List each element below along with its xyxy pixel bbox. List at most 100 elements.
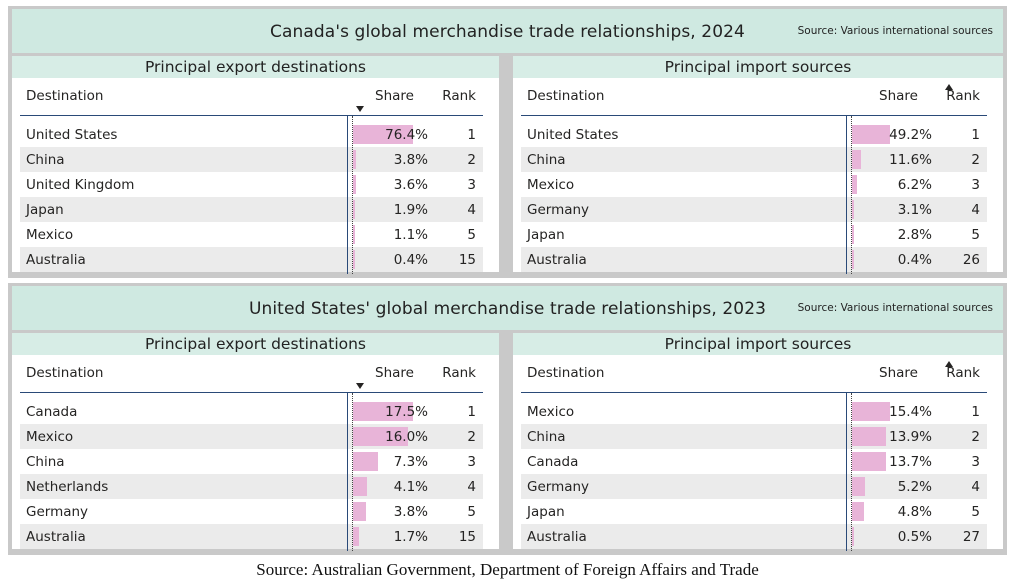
trade-table: Destination Share Rank United States 76.4% 1 C… <box>20 80 483 274</box>
row-rank: 4 <box>971 479 980 495</box>
table-row[interactable]: Mexico 6.2% 3 <box>521 172 987 197</box>
table-row[interactable]: Germany 5.2% 4 <box>521 474 987 499</box>
trade-table: Destination Share Rank United States 49.2% 1 C… <box>521 80 987 274</box>
trade-table: Destination Share Rank Mexico 15.4% 1 China 13.… <box>521 357 987 551</box>
column-header-rank[interactable]: Rank <box>442 365 476 381</box>
row-rank: 3 <box>467 177 476 193</box>
share-bar <box>353 125 413 144</box>
row-destination: Canada <box>26 404 78 420</box>
table-row[interactable]: China 3.8% 2 <box>20 147 483 172</box>
share-bar <box>353 150 356 169</box>
row-share: 13.9% <box>889 429 932 445</box>
export-destinations-card: Principal export destinations Destination… <box>12 56 499 274</box>
sort-descending-icon[interactable] <box>356 106 364 112</box>
row-destination: Canada <box>527 454 579 470</box>
panel-title: Canada's global merchandise trade relati… <box>270 22 745 42</box>
row-rank: 5 <box>971 227 980 243</box>
column-header-destination[interactable]: Destination <box>26 88 104 104</box>
share-bar <box>852 527 854 546</box>
row-share: 1.9% <box>393 202 428 218</box>
panel-title: United States' global merchandise trade … <box>248 299 767 319</box>
row-share: 76.4% <box>385 127 428 143</box>
sort-descending-icon[interactable] <box>356 383 364 389</box>
row-rank: 4 <box>467 202 476 218</box>
column-header-destination[interactable]: Destination <box>26 365 104 381</box>
table-row[interactable]: China 11.6% 2 <box>521 147 987 172</box>
bar-baseline <box>851 393 852 551</box>
row-destination: United Kingdom <box>26 177 135 193</box>
table-row[interactable]: Mexico 16.0% 2 <box>20 424 483 449</box>
sort-ascending-icon[interactable] <box>945 84 953 90</box>
row-destination: United States <box>527 127 619 143</box>
row-rank: 3 <box>467 454 476 470</box>
row-share: 3.6% <box>393 177 428 193</box>
table-row[interactable]: Germany 3.1% 4 <box>521 197 987 222</box>
share-bar <box>852 502 864 521</box>
bar-axis-line <box>846 116 847 274</box>
table-row[interactable]: Australia 0.4% 26 <box>521 247 987 272</box>
row-destination: Australia <box>26 529 86 545</box>
table-row[interactable]: United Kingdom 3.6% 3 <box>20 172 483 197</box>
share-bar <box>353 250 355 269</box>
table-row[interactable]: Japan 2.8% 5 <box>521 222 987 247</box>
table-row[interactable]: Japan 1.9% 4 <box>20 197 483 222</box>
share-bar <box>852 125 890 144</box>
column-header-destination[interactable]: Destination <box>527 88 605 104</box>
row-rank: 4 <box>971 202 980 218</box>
panel-source: Source: Various international sources <box>797 25 993 37</box>
card-title-band: Principal import sources <box>513 333 1003 355</box>
table-row[interactable]: United States 76.4% 1 <box>20 122 483 147</box>
table-row[interactable]: Canada 13.7% 3 <box>521 449 987 474</box>
column-header-share[interactable]: Share <box>879 365 918 381</box>
table-row[interactable]: Mexico 15.4% 1 <box>521 399 987 424</box>
column-header-rank[interactable]: Rank <box>442 88 476 104</box>
row-destination: Japan <box>26 202 64 218</box>
column-header-rank[interactable]: Rank <box>946 88 980 104</box>
bar-axis-line <box>846 393 847 551</box>
row-rank: 3 <box>971 454 980 470</box>
row-share: 7.3% <box>393 454 428 470</box>
row-rank: 1 <box>467 127 476 143</box>
row-share: 3.8% <box>393 152 428 168</box>
table-row[interactable]: Japan 4.8% 5 <box>521 499 987 524</box>
row-share: 1.1% <box>393 227 428 243</box>
row-destination: Japan <box>527 227 565 243</box>
card-title: Principal import sources <box>664 335 852 353</box>
table-row[interactable]: Australia 1.7% 15 <box>20 524 483 549</box>
table-row[interactable]: Australia 0.4% 15 <box>20 247 483 272</box>
table-row[interactable]: China 13.9% 2 <box>521 424 987 449</box>
table-row[interactable]: Canada 17.5% 1 <box>20 399 483 424</box>
row-destination: Mexico <box>527 177 575 193</box>
row-share: 11.6% <box>889 152 932 168</box>
table-row[interactable]: China 7.3% 3 <box>20 449 483 474</box>
share-bar <box>852 427 887 446</box>
column-header-rank[interactable]: Rank <box>946 365 980 381</box>
row-share: 0.5% <box>897 529 932 545</box>
row-rank: 5 <box>971 504 980 520</box>
row-rank: 2 <box>971 429 980 445</box>
footer-source: Source: Australian Government, Departmen… <box>256 560 759 579</box>
share-bar <box>353 175 356 194</box>
sort-ascending-icon[interactable] <box>945 361 953 367</box>
table-row[interactable]: Mexico 1.1% 5 <box>20 222 483 247</box>
column-header-share[interactable]: Share <box>375 365 414 381</box>
column-header-share[interactable]: Share <box>879 88 918 104</box>
row-destination: Australia <box>26 252 86 268</box>
table-row[interactable]: United States 49.2% 1 <box>521 122 987 147</box>
share-bar <box>353 527 359 546</box>
bar-baseline <box>352 116 353 274</box>
column-header-destination[interactable]: Destination <box>527 365 605 381</box>
table-row[interactable]: Australia 0.5% 27 <box>521 524 987 549</box>
table-row[interactable]: Netherlands 4.1% 4 <box>20 474 483 499</box>
share-bar <box>353 200 355 219</box>
share-bar <box>852 402 890 421</box>
row-destination: Mexico <box>26 429 74 445</box>
card-title: Principal export destinations <box>144 335 367 353</box>
table-row[interactable]: Germany 3.8% 5 <box>20 499 483 524</box>
row-share: 6.2% <box>897 177 932 193</box>
row-rank: 2 <box>467 152 476 168</box>
row-destination: Japan <box>527 504 565 520</box>
row-destination: Germany <box>26 504 89 520</box>
column-header-share[interactable]: Share <box>375 88 414 104</box>
row-destination: Australia <box>527 252 587 268</box>
